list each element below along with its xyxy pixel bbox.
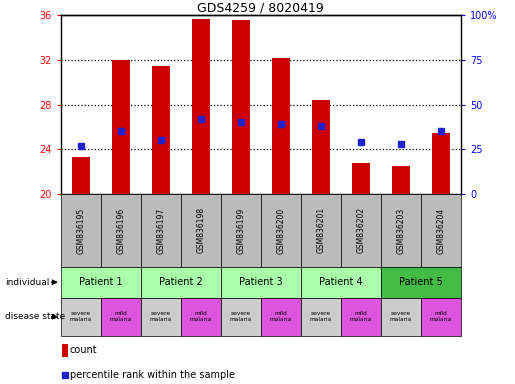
Bar [61,267,141,298]
Bar [381,194,421,267]
Bar [62,344,68,357]
Text: GSM836199: GSM836199 [236,207,245,253]
Text: mild
malaria: mild malaria [430,311,452,322]
Text: GSM836197: GSM836197 [157,207,165,253]
Text: disease state: disease state [5,312,65,321]
Bar [101,194,141,267]
Bar [341,298,381,336]
Text: Patient 2: Patient 2 [159,277,203,287]
Bar [421,298,461,336]
Bar [181,298,221,336]
Bar [61,298,101,336]
Bar [392,166,410,194]
Text: Patient 3: Patient 3 [239,277,283,287]
Bar [192,19,210,194]
Bar [341,194,381,267]
Text: individual: individual [5,278,49,287]
Text: percentile rank within the sample: percentile rank within the sample [70,370,235,381]
Text: GSM836201: GSM836201 [316,207,325,253]
Bar [221,194,261,267]
Text: mild
malaria: mild malaria [270,311,292,322]
Text: GSM836204: GSM836204 [436,207,445,253]
Bar [381,298,421,336]
Bar [352,163,370,194]
Text: GSM836198: GSM836198 [196,207,205,253]
Text: mild
malaria: mild malaria [350,311,372,322]
Text: severe
malaria: severe malaria [310,311,332,322]
Text: mild
malaria: mild malaria [190,311,212,322]
Bar [301,298,341,336]
Bar [112,60,130,194]
Text: GSM836202: GSM836202 [356,207,365,253]
Bar [141,298,181,336]
Bar [272,58,290,194]
Bar [301,267,381,298]
Text: Patient 5: Patient 5 [399,277,443,287]
Text: GSM836200: GSM836200 [277,207,285,253]
Text: GSM836195: GSM836195 [76,207,85,253]
Text: severe
malaria: severe malaria [70,311,92,322]
Bar [432,132,450,194]
Text: mild
malaria: mild malaria [110,311,132,322]
Bar [141,194,181,267]
Bar [261,194,301,267]
Bar [221,298,261,336]
Text: Patient 4: Patient 4 [319,277,363,287]
Text: severe
malaria: severe malaria [150,311,172,322]
Text: severe
malaria: severe malaria [230,311,252,322]
Text: severe
malaria: severe malaria [390,311,412,322]
Text: Patient 1: Patient 1 [79,277,123,287]
Text: count: count [70,345,97,356]
Bar [141,267,221,298]
Bar [261,298,301,336]
Title: GDS4259 / 8020419: GDS4259 / 8020419 [197,1,324,14]
Text: GSM836196: GSM836196 [116,207,125,253]
Bar [61,194,101,267]
Bar [381,267,461,298]
Bar [312,100,330,194]
Bar [152,66,170,194]
Bar [232,20,250,194]
Bar [101,298,141,336]
Bar [72,157,90,194]
Bar [421,194,461,267]
Bar [301,194,341,267]
Bar [221,267,301,298]
Bar [181,194,221,267]
Text: GSM836203: GSM836203 [397,207,405,253]
